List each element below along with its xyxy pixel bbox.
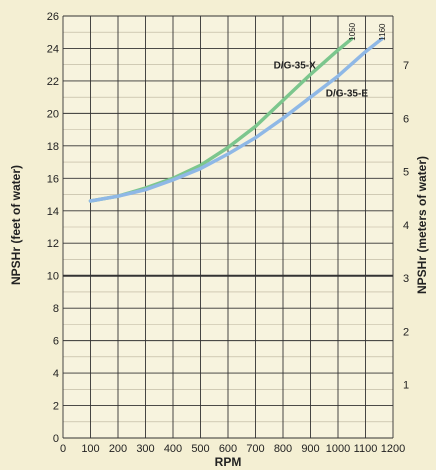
y-tick-label: 24 bbox=[47, 43, 59, 55]
y-right-tick-label: 5 bbox=[403, 167, 409, 179]
y-right-tick-label: 4 bbox=[403, 220, 409, 232]
y-right-tick-label: 6 bbox=[403, 113, 409, 125]
y-tick-label: 6 bbox=[53, 336, 59, 348]
series-name-label: D/G-35-X bbox=[274, 61, 317, 72]
y-axis-left-label: NPSHr (feet of water) bbox=[9, 165, 23, 285]
x-tick-label: 600 bbox=[219, 443, 237, 455]
x-tick-label: 700 bbox=[246, 443, 264, 455]
major-grid bbox=[62, 15, 394, 439]
y-tick-label: 14 bbox=[47, 206, 59, 218]
y-tick-label: 26 bbox=[47, 11, 59, 23]
y-right-tick-label: 1 bbox=[403, 380, 409, 392]
series-end-rpm-label: 1160 bbox=[378, 23, 387, 41]
x-tick-label: 900 bbox=[301, 443, 319, 455]
y-tick-label: 18 bbox=[47, 141, 59, 153]
y-tick-label: 0 bbox=[53, 433, 59, 445]
x-tick-label: 200 bbox=[109, 443, 127, 455]
x-axis-label: RPM bbox=[215, 455, 242, 469]
series-name-label: D/G-35-E bbox=[326, 89, 369, 100]
x-tick-label: 400 bbox=[164, 443, 182, 455]
series-line bbox=[88, 36, 384, 203]
y-tick-label: 2 bbox=[53, 401, 59, 413]
y-tick-label: 8 bbox=[53, 303, 59, 315]
y-tick-label: 12 bbox=[47, 238, 59, 250]
x-tick-label: 1100 bbox=[354, 443, 378, 455]
y-tick-label: 4 bbox=[53, 368, 59, 380]
axis-layer: 0 100 200 300 400 500 600 700 800 900 1000 1100 1200… bbox=[47, 11, 409, 455]
x-tick-label: 300 bbox=[136, 443, 154, 455]
y-right-tick-label: 7 bbox=[403, 60, 409, 72]
y-right-tick-label: 2 bbox=[403, 326, 409, 338]
y-tick-label: 20 bbox=[47, 108, 59, 120]
y-tick-label: 16 bbox=[47, 173, 59, 185]
series-end-rpm-label: 1050 bbox=[348, 22, 357, 40]
y-tick-label: 10 bbox=[47, 271, 59, 283]
x-tick-label: 1000 bbox=[326, 443, 350, 455]
series-layer: 1050 D/G-35-X 1160 D/G-35-E bbox=[88, 22, 387, 203]
x-tick-label: 1200 bbox=[381, 443, 405, 455]
x-tick-label: 800 bbox=[274, 443, 292, 455]
x-tick-label: 100 bbox=[81, 443, 99, 455]
y-axis-right-label: NPSHr (meters of water) bbox=[415, 156, 429, 294]
x-tick-label: 0 bbox=[60, 443, 66, 455]
y-right-tick-label: 3 bbox=[403, 273, 409, 285]
y-tick-label: 22 bbox=[47, 76, 59, 88]
x-tick-label: 500 bbox=[191, 443, 209, 455]
